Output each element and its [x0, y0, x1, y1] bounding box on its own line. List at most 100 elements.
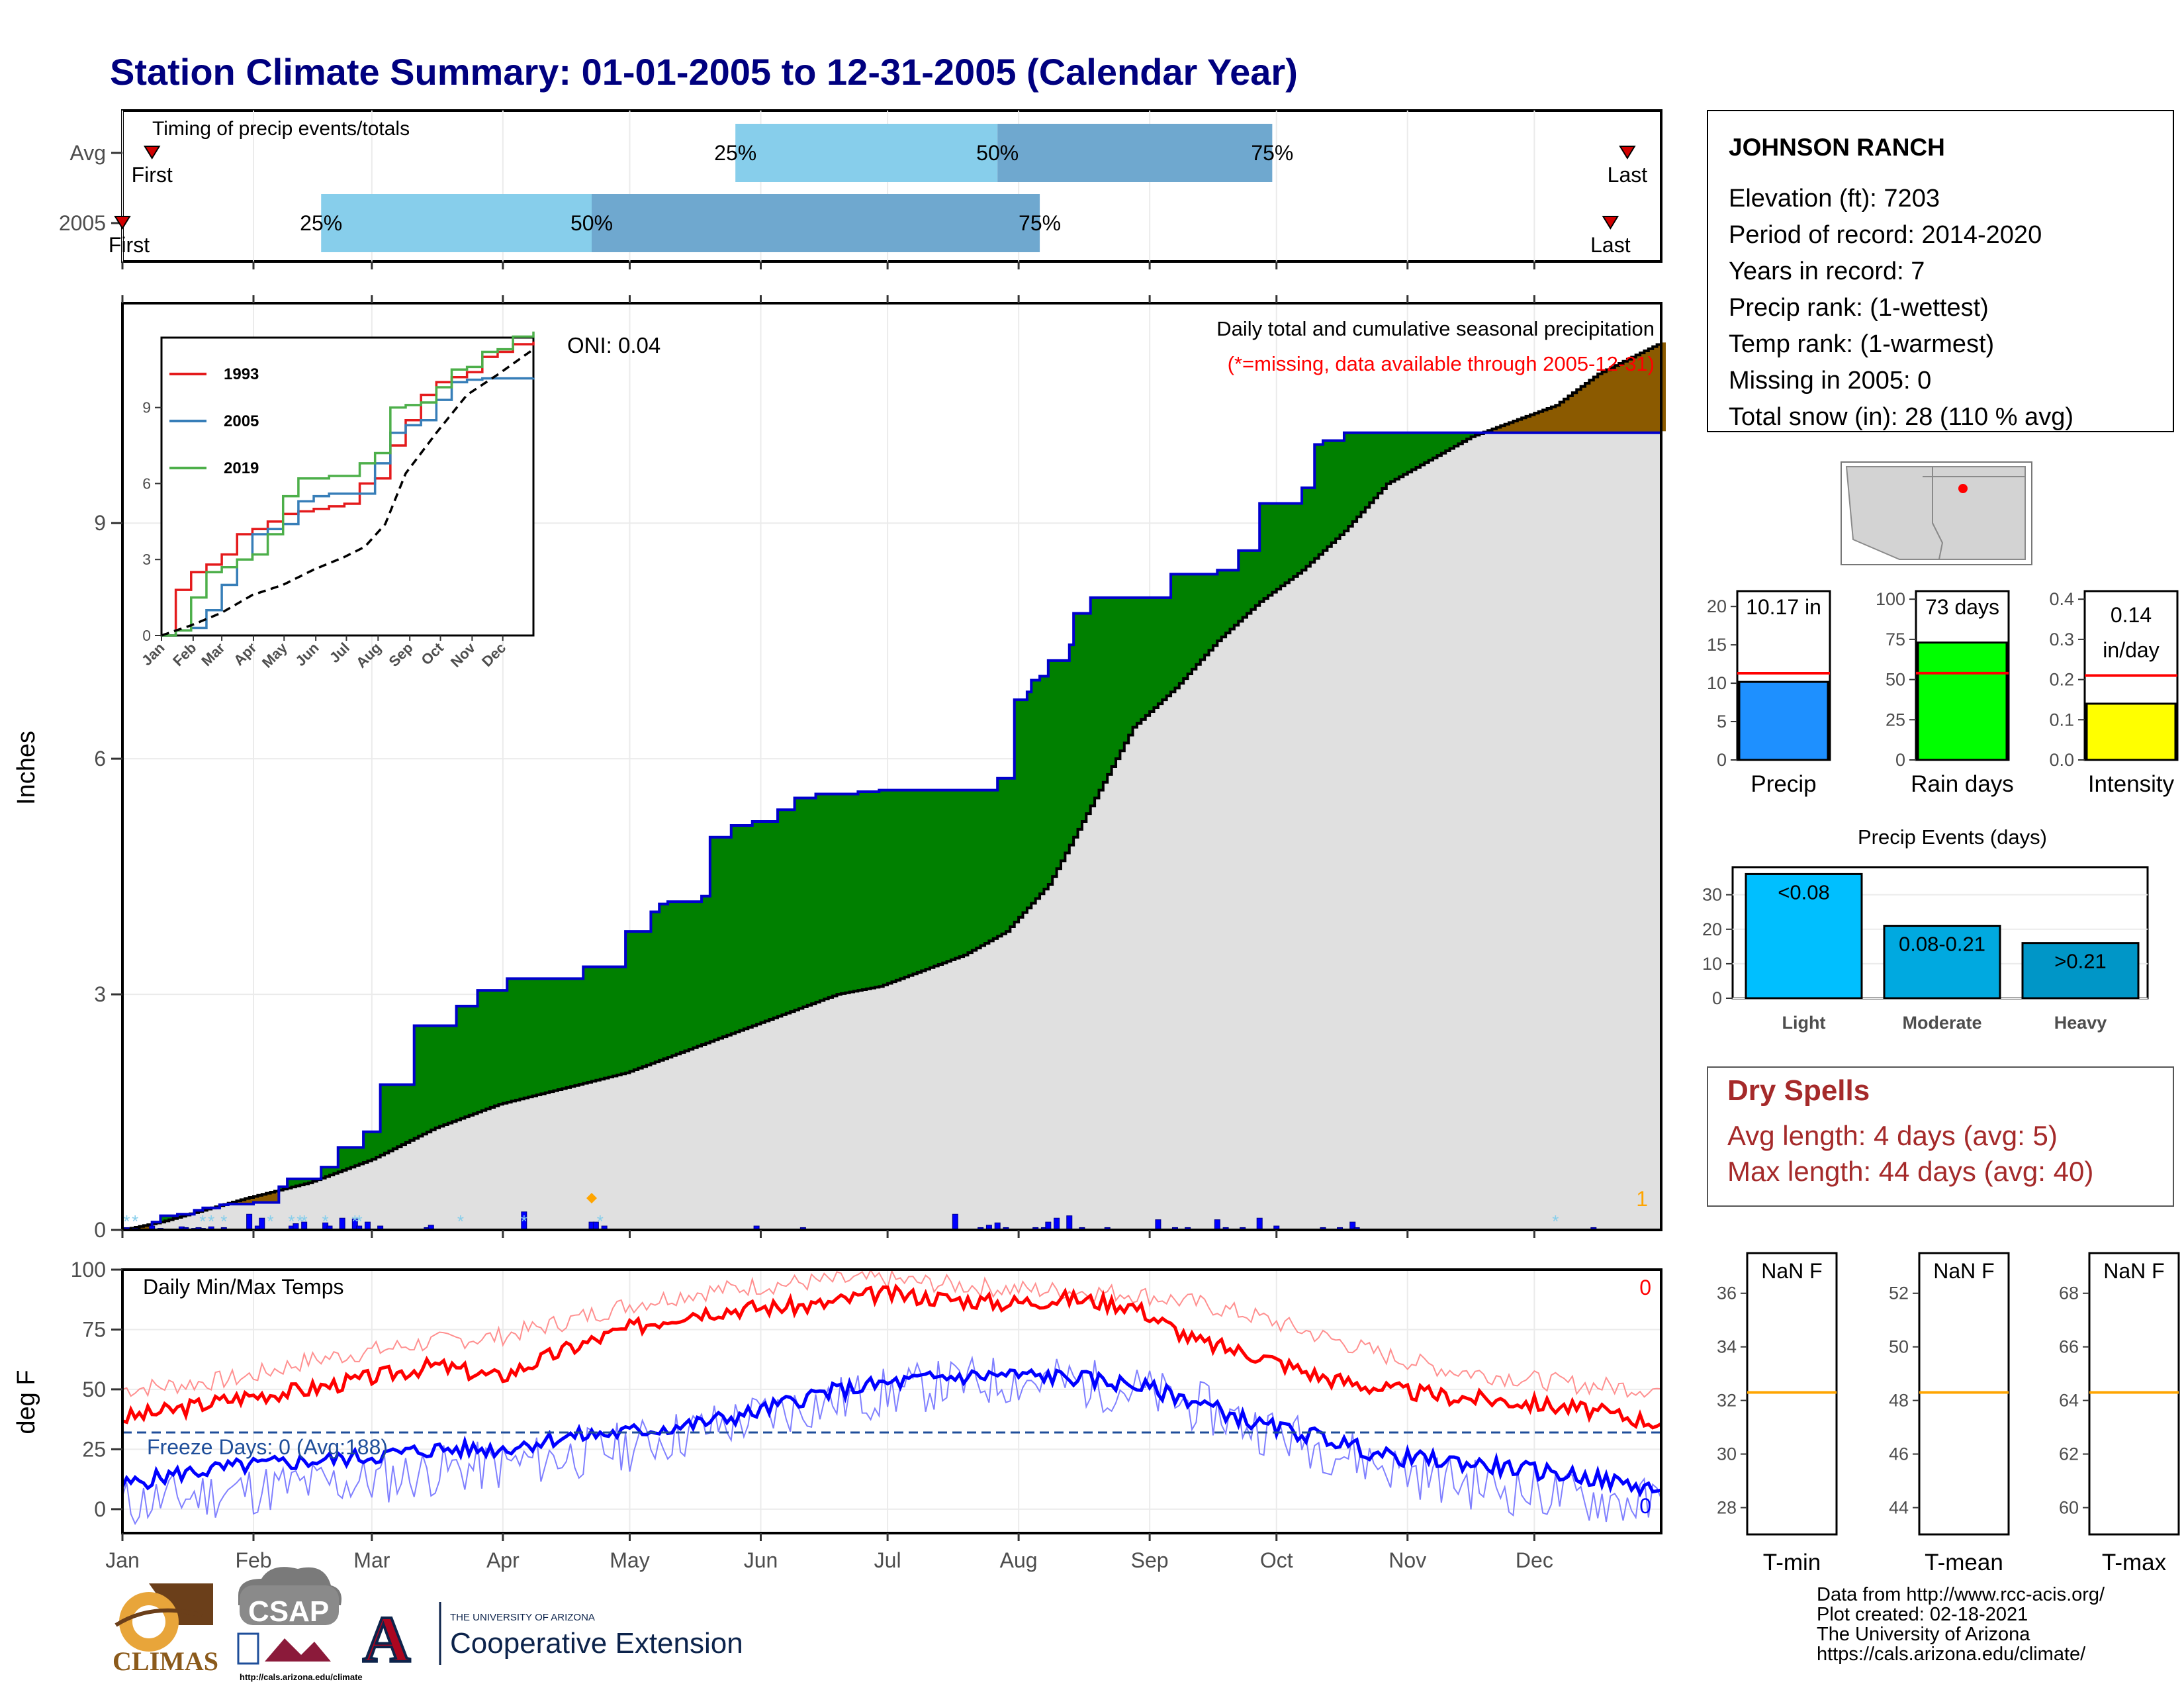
month-label-may: May — [610, 1548, 649, 1572]
month-axis: Jan Feb Mar Apr May Jun Jul Aug Sep Oct Nov Dec — [105, 295, 1553, 1572]
intensity-y-tick-label-2: 0.2 — [2049, 670, 2074, 690]
station-line-temp-rank: Temp rank: (1-warmest) — [1729, 330, 1994, 358]
snow-marker: * — [199, 1211, 206, 1231]
timing-first-label-1: First — [109, 233, 150, 257]
month-label-sep: Sep — [1131, 1548, 1169, 1572]
intensity-value-unit: in/day — [2103, 638, 2159, 662]
timing-p50-label-1: 50% — [570, 211, 613, 235]
dry-spells-avg: Avg length: 4 days (avg: 5) — [1727, 1120, 2058, 1151]
timing-last-label-1: Last — [1590, 233, 1631, 257]
station-line-elevation: Elevation (ft): 7203 — [1729, 185, 1940, 212]
precip-panel-frame — [121, 302, 1662, 1231]
dry-spells-title: Dry Spells — [1727, 1074, 1870, 1107]
events-y-tick-label-2: 20 — [1702, 919, 1722, 939]
timing-p50-label-0: 50% — [976, 141, 1019, 165]
gauge-tick-label-0-1: 30 — [1717, 1444, 1737, 1464]
temp-gauges: 28 30 32 34 36 NaN F T-min 44 46 48 50 52 NaN F T-mea… — [1717, 1252, 2180, 1575]
rain-days-y-tick-label-2: 50 — [1886, 670, 1905, 690]
precip-value-label: 10.17 in — [1746, 595, 1821, 619]
month-label-aug: Aug — [1000, 1548, 1038, 1572]
daily-precip-bar — [1256, 1217, 1263, 1231]
csap-cloud-body — [240, 1585, 339, 1625]
station-line-years: Years in record: 7 — [1729, 258, 1925, 285]
snow-marker: * — [322, 1211, 329, 1231]
ua-big-text: Cooperative Extension — [450, 1627, 743, 1660]
snow-marker: * — [296, 1211, 303, 1231]
max-precip-marker — [586, 1193, 597, 1203]
gauge-tick-label-2-2: 64 — [2059, 1391, 2079, 1411]
inset-y-tick-label-2: 6 — [142, 475, 151, 492]
inset-series-avg — [161, 348, 535, 637]
ua-logo: A THE UNIVERSITY OF ARIZONA Cooperative … — [361, 1601, 743, 1677]
events-bar-light — [1745, 872, 1863, 1000]
avg-max-line — [122, 1268, 1662, 1398]
freeze-days-label: Freeze Days: 0 (Avg:188) — [147, 1435, 388, 1459]
events-bar-label-light: <0.08 — [1778, 880, 1829, 904]
daily-precip-bar — [1155, 1219, 1161, 1231]
inset-frame — [160, 336, 535, 637]
timing-p25-label-0: 25% — [714, 141, 756, 165]
month-label-feb: Feb — [235, 1548, 271, 1572]
station-location-dot — [1958, 484, 1968, 493]
snow-marker: * — [267, 1211, 273, 1231]
timing-bar-q1-1 — [321, 194, 592, 252]
temp-y-tick-label-1: 25 — [82, 1437, 106, 1461]
dry-spells-max: Max length: 44 days (avg: 40) — [1727, 1156, 2093, 1187]
events-y-tick-label-3: 30 — [1702, 885, 1722, 905]
inset-series-1993 — [161, 342, 535, 637]
inset-y-tick-label-0: 0 — [142, 627, 151, 644]
gauge-tick-label-2-3: 66 — [2059, 1337, 2079, 1357]
locator-map — [1841, 461, 2032, 565]
precip-bar — [1738, 680, 1829, 761]
snow-marker: * — [351, 1211, 358, 1231]
above-average-area — [152, 432, 1484, 1224]
events-bar-label-moderate: 0.08-0.21 — [1899, 933, 1985, 956]
inset-legend: 1993 2005 2019 — [169, 365, 259, 477]
temp-y-tick-label-4: 100 — [71, 1258, 106, 1282]
intensity-y-tick-label-0: 0.0 — [2049, 750, 2074, 770]
station-info-box: JOHNSON RANCH Elevation (ft): 7203 Perio… — [1707, 110, 2174, 432]
gauge-label-t-min: T-min — [1763, 1550, 1821, 1575]
snow-marker: * — [220, 1211, 227, 1231]
daily-precip-bar — [1214, 1219, 1220, 1231]
min-count: 0 — [1639, 1494, 1651, 1518]
timing-last-marker-1 — [1602, 216, 1619, 230]
month-label-jun: Jun — [744, 1548, 778, 1572]
intensity-y-tick-label-1: 0.1 — [2049, 710, 2074, 729]
rain-days-bar — [1917, 641, 2008, 761]
avg-cumulative-line — [122, 342, 1662, 1231]
station-line-missing: Missing in 2005: 0 — [1729, 367, 1931, 395]
snow-marker: * — [123, 1211, 130, 1231]
precip-events-chart: Precip Events (days) 0 10 20 30 <0.08 Light 0.0… — [1702, 825, 2149, 1033]
avg-min-line — [122, 1355, 1662, 1525]
daily-precip-bar — [259, 1217, 265, 1231]
max-temp-line — [122, 1283, 1662, 1430]
events-bar-label-heavy: >0.21 — [2054, 950, 2106, 973]
dry-spells-box: Dry Spells Avg length: 4 days (avg: 5) M… — [1707, 1066, 2174, 1207]
footer-line-data: Data from http://www.rcc-acis.org/ — [1817, 1584, 2105, 1605]
timing-first-label-0: First — [132, 163, 173, 187]
rain-days-y-tick-label-3: 75 — [1886, 630, 1905, 649]
csap-mountain — [265, 1638, 331, 1662]
intensity-y-tick-label-3: 0.3 — [2049, 630, 2074, 649]
rain-days-value-label: 73 days — [1925, 595, 1999, 619]
snow-marker: * — [521, 1211, 527, 1231]
month-label-mar: Mar — [353, 1548, 390, 1572]
oni-label: ONI: 0.04 — [567, 333, 660, 357]
gauge-value-t-min: NaN F — [1761, 1259, 1822, 1283]
station-line-period: Period of record: 2014-2020 — [1729, 221, 2042, 249]
ua-small-text: THE UNIVERSITY OF ARIZONA — [450, 1612, 595, 1623]
inset-y-tick-label-3: 9 — [142, 399, 151, 416]
station-name: JOHNSON RANCH — [1729, 134, 1945, 161]
gauge-tick-label-1-0: 44 — [1889, 1498, 1909, 1518]
page-title: Station Climate Summary: 01-01-2005 to 1… — [110, 51, 1298, 93]
timing-rows: Avg 25% 50% 75% First Last 2005 25% 50% 75% First L… — [59, 124, 1647, 257]
precip-y-tick-label-2: 10 — [1707, 673, 1727, 693]
snow-marker: * — [1552, 1211, 1559, 1231]
gauge-tick-label-0-4: 36 — [1717, 1284, 1737, 1303]
events-category-light: Light — [1782, 1013, 1826, 1033]
timing-bar-q2-0 — [997, 124, 1273, 182]
